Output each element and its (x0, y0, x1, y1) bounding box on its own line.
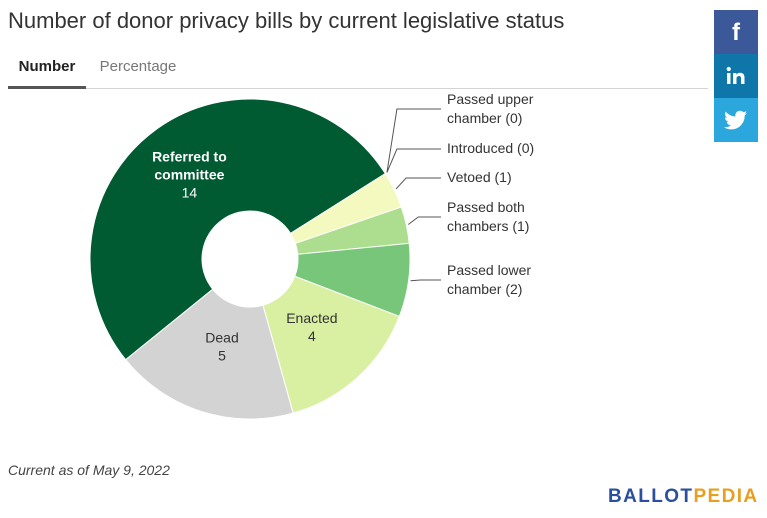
donut-chart: Enacted 4 Dead 5 Referred to committee 14 Passe… (89, 91, 534, 420)
logo-part-ballot: BALLOT (608, 486, 694, 507)
svg-text:Passed lower: Passed lower (447, 262, 531, 278)
svg-text:14: 14 (182, 184, 198, 200)
data-label-enacted: Enacted 4 (286, 310, 337, 344)
leader-line (386, 148, 441, 173)
chart-title: Number of donor privacy bills by current… (8, 8, 565, 33)
leader-line (395, 177, 441, 190)
data-label-vetoed-1: Vetoed (1) (447, 169, 512, 185)
svg-text:Passed upper: Passed upper (447, 91, 534, 107)
slice-dead[interactable] (124, 288, 294, 420)
linkedin-icon (726, 66, 745, 84)
svg-text:Passed both: Passed both (447, 199, 525, 215)
data-label-introduced-0: Introduced (0) (447, 140, 534, 156)
facebook-share-button[interactable]: f (714, 10, 758, 54)
data-label-referred-to-committee: Referred to committee 14 (152, 148, 227, 200)
ballotpedia-logo: BALLOTPEDIA (608, 486, 759, 508)
leader-line (386, 108, 441, 173)
svg-text:Vetoed (1): Vetoed (1) (447, 169, 512, 185)
data-label-passed-lower-chamber-2: Passed lower chamber (2) (447, 262, 531, 297)
svg-text:chamber (2): chamber (2) (447, 281, 522, 297)
slice-enacted[interactable] (262, 275, 400, 414)
footnote: Current as of May 9, 2022 (8, 462, 170, 478)
facebook-icon: f (732, 20, 741, 44)
svg-text:committee: committee (154, 166, 224, 182)
tab-percentage[interactable]: Percentage (99, 58, 177, 75)
tab-bar: Number Percentage (8, 58, 708, 89)
data-label-dead: Dead 5 (205, 330, 238, 364)
svg-text:Dead: Dead (205, 330, 238, 346)
slice-referred-to-committee[interactable] (89, 98, 386, 361)
leader-line (407, 216, 441, 225)
twitter-icon (724, 110, 747, 130)
svg-text:chambers (1): chambers (1) (447, 218, 529, 234)
svg-text:f: f (732, 20, 741, 44)
svg-text:chamber (0): chamber (0) (447, 110, 522, 126)
svg-text:Referred to: Referred to (152, 148, 227, 164)
svg-text:Introduced (0): Introduced (0) (447, 140, 534, 156)
data-label-passed-upper-chamber-0: Passed upper chamber (0) (447, 91, 534, 126)
linkedin-share-button[interactable] (714, 54, 758, 98)
twitter-share-button[interactable] (714, 98, 758, 142)
svg-text:Enacted: Enacted (286, 310, 337, 326)
svg-text:4: 4 (308, 328, 316, 344)
svg-text:5: 5 (218, 348, 226, 364)
logo-part-pedia: PEDIA (693, 486, 759, 507)
tab-number[interactable]: Number (8, 58, 86, 89)
leader-line (410, 279, 441, 282)
data-label-passed-both-chambers-1: Passed both chambers (1) (447, 199, 529, 234)
